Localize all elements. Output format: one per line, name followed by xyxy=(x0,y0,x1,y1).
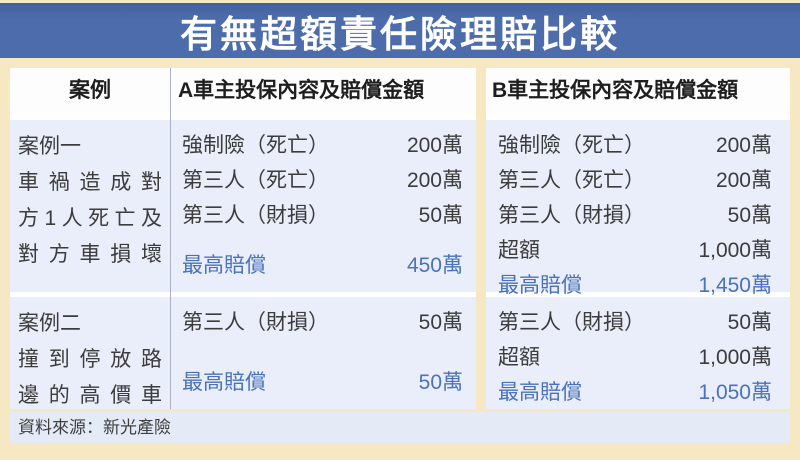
page-title: 有無超額責任險理賠比較 xyxy=(180,13,620,55)
table-row: 強制險（死亡） 200萬 第三人（死亡） 200萬 第三人（財損） 50萬 超額… xyxy=(486,120,790,297)
header-row: B車主投保內容及賠償金額 xyxy=(486,68,790,114)
max-payout-amount: 1,050萬 xyxy=(698,381,772,404)
coverage-line: 第三人（財損） 50萬 xyxy=(182,198,463,233)
table-row: 案例二 撞到停放路 邊的高價車 第三人（財損） 50萬 最高賠償 50萬 xyxy=(10,297,476,409)
coverage-label: 第三人（財損） xyxy=(182,204,329,227)
coverage-line: 超額 1,000萬 xyxy=(498,340,772,375)
header-owner-b: B車主投保內容及賠償金額 xyxy=(492,79,739,102)
case-line: 邊的高價車 xyxy=(18,384,162,407)
coverage-amount: 50萬 xyxy=(727,204,772,227)
coverage-line: 強制險（死亡） 200萬 xyxy=(182,128,463,163)
max-payout-line: 最高賠償 450萬 xyxy=(182,248,463,283)
max-payout-label: 最高賠償 xyxy=(182,371,266,394)
column-divider xyxy=(170,68,171,409)
coverage-label: 強制險（死亡） xyxy=(182,134,329,157)
max-payout-line: 最高賠償 1,050萬 xyxy=(498,375,772,410)
coverage-amount: 1,000萬 xyxy=(698,239,772,262)
coverage-cell: 第三人（財損） 50萬 超額 1,000萬 最高賠償 1,050萬 xyxy=(486,297,790,409)
coverage-label: 強制險（死亡） xyxy=(498,134,645,157)
coverage-amount: 200萬 xyxy=(715,134,772,157)
coverage-amount: 50萬 xyxy=(418,204,463,227)
case-line: 案例一 xyxy=(18,135,81,158)
table-left: 案例 A車主投保內容及賠償金額 案例一 車禍造成對 方1人死亡及 對方車損壞 強… xyxy=(10,68,476,409)
case-line: 撞到停放路 xyxy=(18,348,162,371)
coverage-cell: 第三人（財損） 50萬 最高賠償 50萬 xyxy=(170,297,476,409)
coverage-line: 第三人（財損） 50萬 xyxy=(498,305,772,340)
max-payout-label: 最高賠償 xyxy=(498,381,582,404)
max-payout-amount: 1,450萬 xyxy=(698,274,772,297)
coverage-amount: 50萬 xyxy=(418,311,463,334)
max-payout-line: 最高賠償 50萬 xyxy=(182,365,463,400)
source-note: 資料來源：新光產險 xyxy=(10,412,790,443)
coverage-label: 第三人（死亡） xyxy=(498,169,645,192)
header-row: 案例 A車主投保內容及賠償金額 xyxy=(10,68,476,114)
coverage-line: 超額 1,000萬 xyxy=(498,233,772,268)
max-payout-line: 最高賠償 1,450萬 xyxy=(498,268,772,303)
table-row: 案例一 車禍造成對 方1人死亡及 對方車損壞 強制險（死亡） 200萬 第三人（… xyxy=(10,120,476,292)
coverage-line: 強制險（死亡） 200萬 xyxy=(498,128,772,163)
coverage-label: 超額 xyxy=(498,239,540,262)
title-banner: 有無超額責任險理賠比較 xyxy=(0,3,800,58)
table-row: 第三人（財損） 50萬 超額 1,000萬 最高賠償 1,050萬 xyxy=(486,297,790,409)
coverage-line: 第三人（死亡） 200萬 xyxy=(182,163,463,198)
coverage-label: 第三人（財損） xyxy=(498,204,645,227)
coverage-amount: 1,000萬 xyxy=(698,346,772,369)
case-cell: 案例二 撞到停放路 邊的高價車 xyxy=(10,297,170,409)
header-case: 案例 xyxy=(69,79,111,102)
coverage-label: 第三人（財損） xyxy=(498,311,645,334)
case-line: 案例二 xyxy=(18,312,81,335)
case-line: 方1人死亡及 xyxy=(18,207,162,230)
case-line: 車禍造成對 xyxy=(18,171,162,194)
coverage-label: 超額 xyxy=(498,346,540,369)
coverage-amount: 200萬 xyxy=(715,169,772,192)
coverage-cell: 強制險（死亡） 200萬 第三人（死亡） 200萬 第三人（財損） 50萬 超額… xyxy=(486,120,790,297)
coverage-label: 第三人（死亡） xyxy=(182,169,329,192)
table-right: B車主投保內容及賠償金額 強制險（死亡） 200萬 第三人（死亡） 200萬 第… xyxy=(486,68,790,409)
max-payout-label: 最高賠償 xyxy=(498,274,582,297)
coverage-cell: 強制險（死亡） 200萬 第三人（死亡） 200萬 第三人（財損） 50萬 最高… xyxy=(170,120,476,292)
coverage-label: 第三人（財損） xyxy=(182,311,329,334)
max-payout-amount: 50萬 xyxy=(418,371,463,394)
case-cell: 案例一 車禍造成對 方1人死亡及 對方車損壞 xyxy=(10,120,170,292)
max-payout-label: 最高賠償 xyxy=(182,254,266,277)
max-payout-amount: 450萬 xyxy=(406,254,463,277)
coverage-amount: 200萬 xyxy=(406,169,463,192)
coverage-amount: 50萬 xyxy=(727,311,772,334)
header-owner-a: A車主投保內容及賠償金額 xyxy=(178,79,425,102)
coverage-amount: 200萬 xyxy=(406,134,463,157)
coverage-line: 第三人（死亡） 200萬 xyxy=(498,163,772,198)
coverage-line: 第三人（財損） 50萬 xyxy=(182,305,463,340)
coverage-line: 第三人（財損） 50萬 xyxy=(498,198,772,233)
case-line: 對方車損壞 xyxy=(18,243,162,266)
